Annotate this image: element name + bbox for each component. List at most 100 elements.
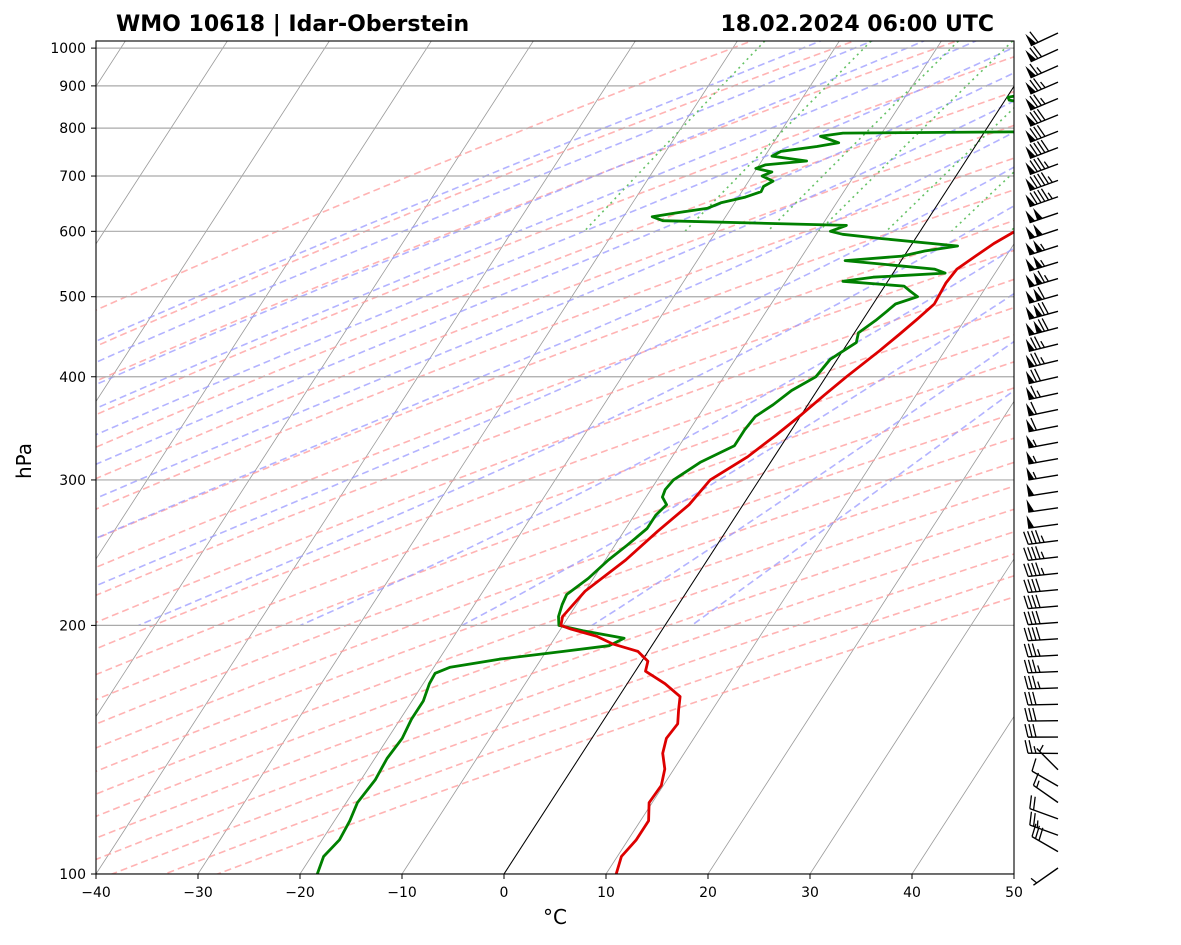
wind-barb [1033,773,1058,803]
wind-barb-flag [1025,740,1028,753]
wind-barb [1024,546,1058,560]
wind-barb-pennant [1025,66,1036,78]
dry-adiabat-line [0,31,1181,893]
dry-adiabat-line [0,31,1181,893]
x-tick-label: 0 [500,885,509,901]
wind-barb-half [1037,67,1042,73]
wind-barb-pennant [1026,483,1034,496]
wind-barb-flag [1028,547,1032,560]
x-tick-label: −30 [183,885,213,901]
wind-barb [1024,627,1058,641]
wind-barb-flag [1032,644,1036,657]
wind-barb-half [1041,341,1045,347]
dry-adiabat-line [0,31,1181,893]
wind-barb-flag [1029,724,1032,737]
wind-barb-half [1041,357,1045,363]
wind-barb-staff [1029,377,1058,384]
wind-barb-flag [1032,611,1036,624]
wind-barb-pennant [1033,208,1043,220]
wind-barb-pennant [1025,194,1035,206]
x-tick-label: −10 [387,885,417,901]
moist-adiabat-line [0,31,948,626]
dry-adiabat-line [0,31,1181,893]
wind-barb [1026,467,1058,480]
wind-barb-pennant [1026,275,1035,287]
wind-barb-flag [1036,611,1040,624]
wind-barb [1024,563,1058,577]
wind-barb-pennant [1033,321,1042,334]
wind-barb-staff [1028,639,1058,641]
wind-barb [1025,109,1058,126]
wind-barb-pennant [1025,226,1035,238]
dry-adiabat-line [13,31,1181,893]
wind-barb-flag [1033,692,1036,705]
wind-barb-staff [1029,229,1058,238]
wind-barb [1025,78,1058,93]
wind-barb-half [1041,82,1046,88]
wind-barb [1025,724,1058,737]
wind-barb-flag [1036,546,1040,559]
dry-adiabat-line [0,31,1181,893]
wind-barb-half [1041,536,1044,543]
wind-barb-pennant [1026,435,1034,448]
wind-barb-flag [1034,797,1036,810]
wind-barb-flag [1028,579,1032,592]
wind-barb [1025,692,1058,705]
wind-barb-pennant [1027,515,1035,528]
wind-barb-pennant [1025,162,1035,174]
mixing-ratio-line [886,41,1084,231]
isotherm-line [696,31,1181,893]
wind-barb-half [1038,649,1040,656]
wind-barb [1025,208,1058,223]
wind-barb [1025,32,1058,46]
wind-barb-staff [1037,749,1058,770]
wind-barb [1026,418,1058,432]
wind-barb-half [1041,568,1044,575]
wind-barb-flag [1024,660,1028,673]
y-tick-label: 400 [59,370,86,386]
wind-barb [1032,824,1058,852]
wind-barb [1025,173,1058,191]
y-tick-label: 700 [59,169,86,185]
wind-barbs [1024,32,1058,885]
wind-barb-flag [1028,612,1032,625]
y-axis-label: hPa [12,443,36,479]
wind-barb-flag [1028,563,1032,576]
background-lines [0,31,1181,893]
isotherm-line [594,31,1152,893]
y-tick-label: 600 [59,224,86,240]
moist-adiabat-line [0,31,846,626]
chart-timestamp: 18.02.2024 06:00 UTC [720,12,994,37]
wind-barb-flag [1028,596,1032,609]
wind-barb-half [1038,682,1040,689]
wind-barb [1026,402,1058,416]
wind-barb-staff [1030,115,1058,126]
mixing-ratio-line [584,41,765,231]
wind-barb [1026,287,1058,303]
wind-barb [1024,660,1058,673]
y-tick-label: 900 [59,79,86,95]
plot-frame [96,41,1014,874]
wind-barb [1025,125,1058,142]
wind-barb-half [1037,391,1040,397]
isotherm-line [390,31,948,893]
wind-barb-flag [1029,740,1032,753]
wind-barb-pennant [1025,210,1035,222]
wind-barb-flag [1028,628,1032,641]
x-tick-label: 10 [597,885,615,901]
x-tick-label: −20 [285,885,315,901]
wind-barb-flag [1024,580,1028,593]
dry-adiabat-line [0,31,1181,893]
y-tick-label: 200 [59,618,86,634]
wind-barb-pennant [1026,499,1034,512]
wind-barb-staff [1028,622,1058,624]
wind-barb-flag [1024,612,1028,625]
moist-adiabat-line [0,31,1181,626]
wind-barb-pennant [1033,256,1043,268]
wind-barb-half [1033,472,1036,479]
wind-barb-pennant [1025,50,1036,62]
moist-adiabat-line [692,31,1181,626]
wind-barb [1026,483,1058,496]
chart-title: WMO 10618 | Idar-Oberstein [116,12,469,37]
